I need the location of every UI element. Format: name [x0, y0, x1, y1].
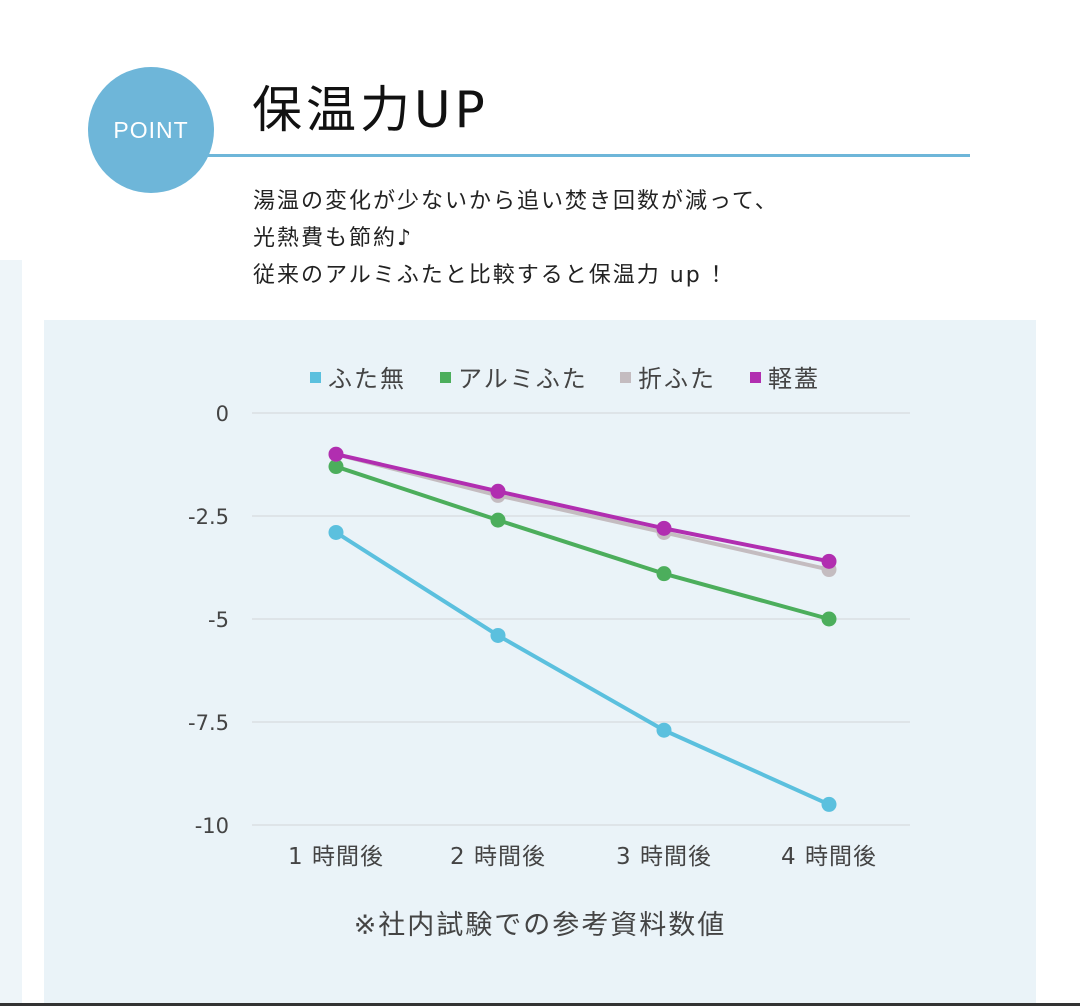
legend-label: 折ふた	[638, 365, 716, 393]
data-point	[821, 553, 837, 569]
x-tick-label: 4 時間後	[781, 844, 877, 870]
point-badge-label: POINT	[113, 116, 189, 143]
data-point	[328, 459, 344, 475]
y-tick-label: -5	[208, 608, 229, 632]
section-title: 保温力UP	[252, 81, 489, 139]
data-point	[328, 524, 344, 540]
description-line: 湯温の変化が少ないから追い焚き回数が減って、	[253, 189, 779, 214]
data-point	[656, 722, 672, 738]
y-tick-label: -2.5	[188, 505, 229, 529]
data-point	[656, 520, 672, 536]
x-tick-label: 1 時間後	[288, 844, 384, 870]
line-chart: 0 -2.5 -5 -7.5 -10 1 時間後 2 時間後 3 時間後 4 時間後 ふた無 アルミ…	[188, 365, 910, 870]
legend-label: アルミふた	[458, 365, 588, 393]
series-line	[328, 446, 837, 569]
chart-panel: 0 -2.5 -5 -7.5 -10 1 時間後 2 時間後 3 時間後 4 時間後 ふた無 アルミ…	[44, 320, 1036, 1003]
series-line	[328, 524, 837, 812]
legend-swatch	[620, 372, 631, 383]
data-point	[490, 483, 506, 499]
legend-swatch	[310, 372, 321, 383]
data-point	[328, 446, 344, 462]
description-line: 従来のアルミふたと比較すると保温力 up ！	[253, 263, 735, 288]
title-divider	[200, 154, 970, 157]
footnote: ※社内試験での参考資料数値	[353, 910, 727, 941]
legend-swatch	[440, 372, 451, 383]
y-tick-label: -10	[195, 814, 229, 838]
point-badge: POINT	[88, 67, 214, 193]
legend-swatch	[750, 372, 761, 383]
data-point	[490, 512, 506, 528]
y-tick-label: -7.5	[188, 711, 229, 735]
data-point	[490, 627, 506, 643]
description: 湯温の変化が少ないから追い焚き回数が減って、 光熱費も節約♪ 従来のアルミふたと…	[253, 183, 779, 294]
legend-label: ふた無	[328, 365, 406, 393]
data-point	[821, 796, 837, 812]
data-point	[821, 611, 837, 627]
series-line	[328, 459, 837, 627]
left-panel-edge	[0, 260, 22, 1006]
description-line: 光熱費も節約♪	[253, 226, 414, 251]
data-point	[656, 566, 672, 582]
legend-label: 軽蓋	[768, 365, 820, 393]
x-tick-label: 2 時間後	[450, 844, 546, 870]
bottom-border	[0, 1003, 1080, 1006]
y-tick-label: 0	[216, 402, 229, 426]
x-tick-label: 3 時間後	[616, 844, 712, 870]
